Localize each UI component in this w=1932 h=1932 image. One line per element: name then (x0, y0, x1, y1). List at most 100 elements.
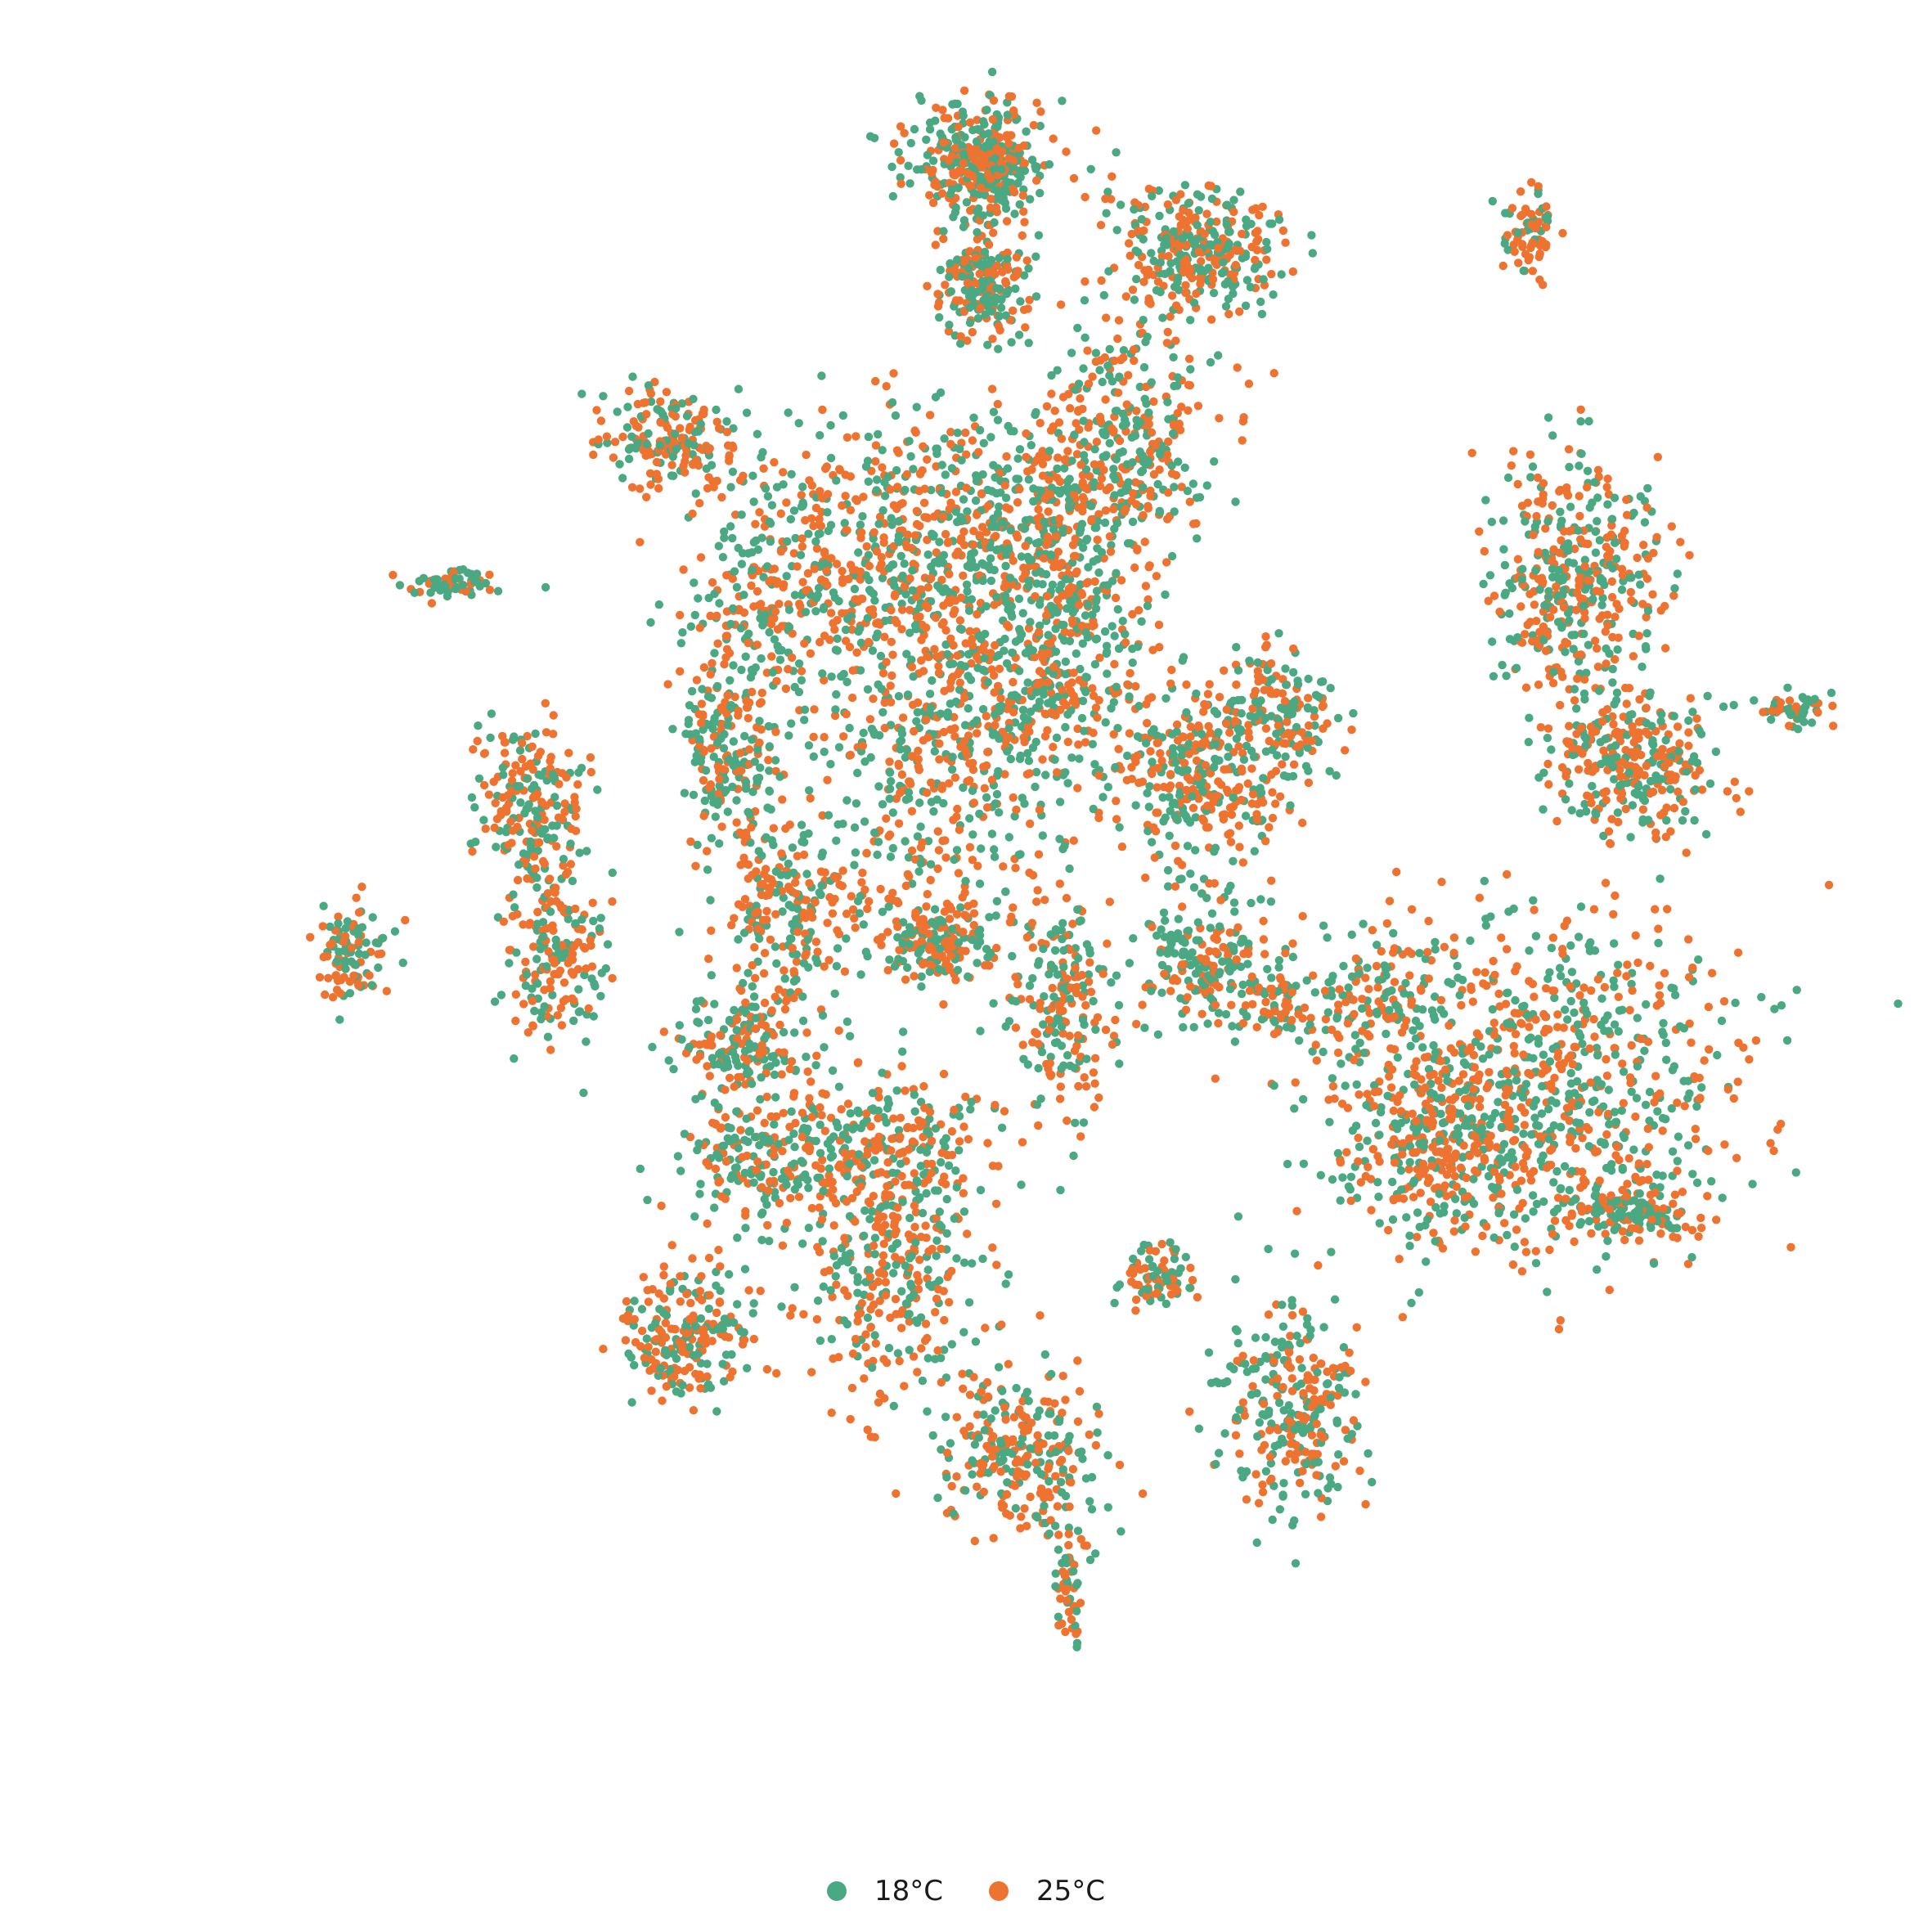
point-25c (874, 1309, 883, 1318)
point-25c (1235, 842, 1244, 851)
point-18c (1274, 215, 1284, 224)
point-25c (1185, 497, 1194, 506)
point-25c (643, 1286, 652, 1295)
point-25c (742, 703, 752, 712)
point-25c (1521, 1247, 1531, 1256)
point-18c (582, 1037, 591, 1046)
point-18c (1018, 705, 1028, 715)
point-25c (1184, 406, 1193, 415)
point-18c (1278, 1337, 1287, 1346)
point-18c (627, 1353, 636, 1362)
point-18c (999, 1449, 1008, 1458)
point-18c (1100, 518, 1110, 528)
point-25c (797, 491, 806, 500)
point-25c (973, 1482, 982, 1491)
point-18c (1050, 946, 1060, 955)
point-25c (837, 1105, 846, 1114)
point-18c (1189, 1022, 1198, 1032)
point-18c (1044, 631, 1053, 640)
point-25c (722, 428, 732, 437)
point-25c (1732, 1153, 1741, 1163)
point-18c (1011, 284, 1020, 294)
point-25c (1262, 255, 1271, 264)
point-25c (1575, 991, 1584, 1000)
point-18c (1031, 407, 1040, 417)
point-25c (961, 428, 970, 438)
point-18c (749, 1299, 758, 1308)
point-18c (1095, 366, 1104, 375)
point-18c (1409, 1026, 1418, 1036)
point-25c (1238, 436, 1247, 445)
point-25c (901, 881, 911, 891)
point-18c (1681, 806, 1690, 816)
point-25c (1226, 838, 1236, 847)
point-18c (923, 1407, 932, 1416)
point-25c (988, 1452, 997, 1461)
point-25c (1675, 739, 1684, 748)
point-25c (959, 527, 968, 537)
point-18c (1296, 1338, 1305, 1348)
point-18c (1169, 353, 1178, 362)
point-25c (1261, 632, 1270, 641)
point-18c (1500, 591, 1509, 600)
point-25c (1091, 1440, 1101, 1450)
point-18c (951, 203, 960, 213)
point-18c (1031, 252, 1040, 261)
point-18c (905, 1213, 914, 1223)
point-18c (1401, 978, 1410, 988)
point-18c (1089, 804, 1098, 814)
point-25c (1083, 346, 1092, 355)
point-25c (1070, 1046, 1080, 1056)
point-18c (749, 992, 759, 1001)
point-18c (1567, 806, 1576, 815)
point-25c (771, 910, 780, 919)
point-18c (1494, 1098, 1503, 1107)
point-25c (1146, 447, 1155, 456)
point-18c (1369, 1081, 1379, 1090)
point-25c (883, 928, 892, 937)
point-18c (1610, 939, 1619, 948)
point-18c (710, 1203, 719, 1212)
point-25c (908, 700, 918, 709)
point-18c (993, 416, 1003, 425)
point-18c (971, 496, 981, 505)
point-18c (1376, 1108, 1386, 1117)
point-25c (531, 970, 540, 979)
point-25c (764, 756, 773, 765)
point-18c (782, 572, 791, 581)
point-18c (859, 920, 869, 929)
point-18c (975, 879, 985, 888)
point-25c (845, 642, 855, 652)
point-18c (1382, 1029, 1391, 1039)
point-25c (983, 1139, 992, 1148)
point-25c (725, 456, 734, 465)
point-18c (1505, 609, 1514, 618)
point-25c (1785, 696, 1795, 705)
point-25c (755, 508, 764, 517)
point-18c (516, 798, 525, 807)
point-25c (1729, 1094, 1738, 1103)
point-25c (883, 1157, 892, 1167)
point-25c (523, 731, 532, 741)
point-25c (846, 1414, 855, 1424)
point-25c (1355, 1090, 1364, 1099)
point-25c (1062, 147, 1071, 156)
point-25c (953, 651, 962, 660)
point-18c (474, 774, 484, 783)
point-25c (973, 235, 982, 244)
point-18c (800, 838, 809, 847)
point-25c (324, 973, 333, 983)
point-18c (860, 1206, 869, 1215)
point-25c (1054, 1530, 1063, 1539)
point-18c (685, 1342, 694, 1352)
point-25c (857, 878, 866, 887)
point-18c (1757, 992, 1766, 1002)
point-25c (1111, 593, 1121, 603)
point-25c (851, 432, 860, 441)
point-25c (1426, 1071, 1435, 1081)
point-25c (1541, 984, 1551, 993)
point-25c (944, 326, 954, 336)
point-25c (1154, 620, 1164, 630)
point-25c (1424, 974, 1434, 983)
point-25c (1287, 1374, 1297, 1383)
